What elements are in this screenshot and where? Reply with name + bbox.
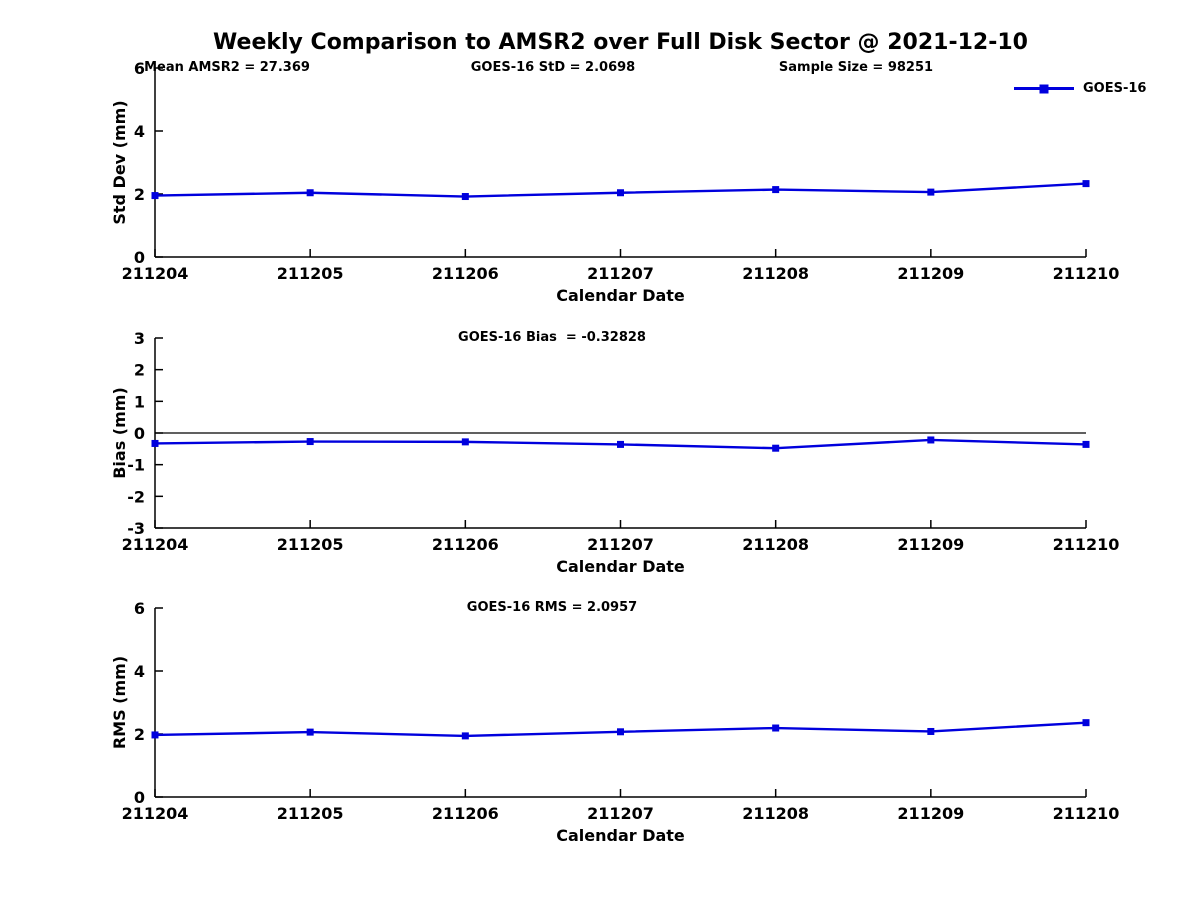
data-point-211206 xyxy=(461,193,469,201)
x-axis-title: Calendar Date xyxy=(556,286,685,305)
chart-rms: 0 2 4 6 211204 211205 211206 211207 211208 211209… xyxy=(110,599,1119,845)
data-point-211207 xyxy=(617,440,624,448)
data-point-211210 xyxy=(1082,180,1090,188)
y-axis-title: RMS (mm) xyxy=(110,656,129,749)
x-axis-title: Calendar Date xyxy=(556,557,685,576)
y-tick-label: 0 xyxy=(134,424,145,443)
data-point-211207 xyxy=(617,728,624,736)
y-axis-title: Std Dev (mm) xyxy=(110,100,129,224)
x-tick-label: 211208 xyxy=(742,804,809,823)
legend-label: GOES-16 xyxy=(1083,81,1147,96)
x-tick-label: 211210 xyxy=(1053,264,1120,283)
x-tick-label: 211210 xyxy=(1053,804,1120,823)
x-tick-label: 211210 xyxy=(1053,535,1120,554)
bias-subplot-title: GOES-16 Bias = -0.32828 xyxy=(458,330,646,345)
data-point-211208 xyxy=(772,186,780,194)
y-tick-label: 0 xyxy=(134,248,145,267)
data-point-211205 xyxy=(306,189,314,197)
annotation-mean-amsr2: Mean AMSR2 = 27.369 xyxy=(144,60,310,75)
x-tick-label: 211206 xyxy=(432,535,499,554)
data-point-211210 xyxy=(1082,440,1090,448)
x-tick-label: 211208 xyxy=(742,264,809,283)
annotation-goes16-std: GOES-16 StD = 2.0698 xyxy=(470,60,636,75)
y-tick-label: -3 xyxy=(127,519,145,538)
y-tick-label: 2 xyxy=(134,185,145,204)
data-point-211204 xyxy=(151,439,159,447)
y-axis-title: Bias (mm) xyxy=(110,387,129,479)
chart-title: Weekly Comparison to AMSR2 over Full Dis… xyxy=(213,30,1028,55)
x-tick-label: 211208 xyxy=(742,535,809,554)
y-tick-label: 0 xyxy=(134,788,145,807)
data-point-211210 xyxy=(1082,719,1090,727)
x-tick-label: 211209 xyxy=(897,535,964,554)
y-tick-label: 2 xyxy=(134,725,145,744)
x-tick-label: 211205 xyxy=(277,264,344,283)
x-tick-label: 211204 xyxy=(122,264,189,283)
data-point-211204 xyxy=(151,192,159,200)
rms-subplot-title: GOES-16 RMS = 2.0957 xyxy=(466,600,638,615)
y-tick-label: -1 xyxy=(127,456,145,475)
legend: GOES-16 xyxy=(1014,81,1146,96)
legend-marker-icon xyxy=(1039,84,1049,93)
x-tick-label: 211206 xyxy=(432,804,499,823)
y-tick-label: 3 xyxy=(134,329,145,348)
x-tick-label: 211205 xyxy=(277,535,344,554)
y-tick-label: 6 xyxy=(134,59,145,78)
x-tick-label: 211204 xyxy=(122,535,189,554)
y-tick-label: 4 xyxy=(134,122,145,141)
x-tick-label: 211206 xyxy=(432,264,499,283)
x-tick-label: 211207 xyxy=(587,264,654,283)
chart-std-dev: 0 2 4 6 211204 211205 211206 211207 211208 211209… xyxy=(110,59,1119,305)
y-tick-label: 2 xyxy=(134,361,145,380)
y-tick-label: 4 xyxy=(134,662,145,681)
x-tick-label: 211207 xyxy=(587,535,654,554)
legend-line-sample xyxy=(1014,84,1074,93)
data-point-211206 xyxy=(461,438,469,446)
y-tick-label: 6 xyxy=(134,599,145,618)
data-point-211207 xyxy=(617,189,624,197)
data-point-211208 xyxy=(772,724,780,732)
chart-bias: -3 -2 -1 0 1 2 3 211204 211205 211206 211207 211208… xyxy=(110,329,1119,576)
data-point-211205 xyxy=(306,438,314,446)
data-point-211209 xyxy=(927,727,935,735)
annotation-sample-size: Sample Size = 98251 xyxy=(778,60,934,75)
data-point-211209 xyxy=(927,188,935,196)
data-point-211208 xyxy=(772,444,780,452)
data-point-211206 xyxy=(461,732,469,740)
x-tick-label: 211209 xyxy=(897,804,964,823)
data-point-211205 xyxy=(306,728,314,736)
data-point-211204 xyxy=(151,731,159,739)
y-tick-label: 1 xyxy=(134,392,145,411)
x-tick-label: 211209 xyxy=(897,264,964,283)
x-tick-label: 211204 xyxy=(122,804,189,823)
y-tick-label: -2 xyxy=(127,487,145,506)
x-tick-label: 211207 xyxy=(587,804,654,823)
x-tick-label: 211205 xyxy=(277,804,344,823)
x-axis-title: Calendar Date xyxy=(556,826,685,845)
data-point-211209 xyxy=(927,436,935,444)
